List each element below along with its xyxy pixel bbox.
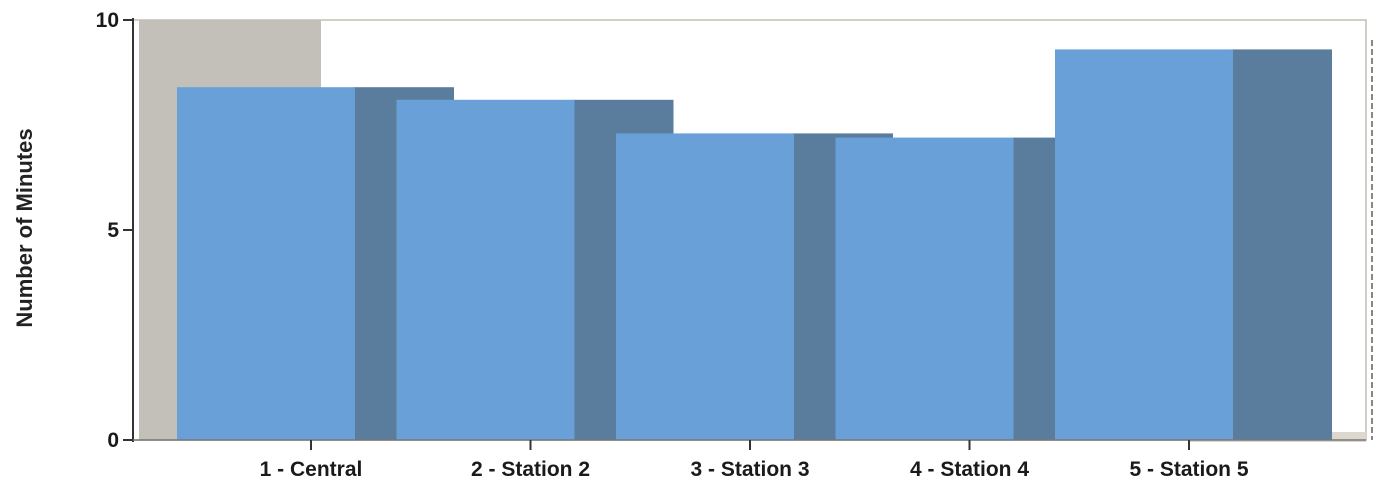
x-tick-labels: 1 - Central 2 - Station 2 3 - Station 3 4 -… — [260, 440, 1249, 481]
bar-side-5 — [1231, 49, 1332, 441]
x-tick-label: 4 - Station 4 — [910, 458, 1029, 481]
bar-1 — [177, 87, 355, 440]
x-tick-label: 3 - Station 3 — [690, 458, 809, 481]
y-axis-title: Number of Minutes — [12, 128, 37, 327]
x-tick-label: 2 - Station 2 — [471, 458, 590, 481]
bars-group — [177, 49, 1332, 441]
x-tick-label: 5 - Station 5 — [1129, 458, 1248, 481]
bar-4 — [835, 137, 1014, 440]
y-tick-label: 10 — [96, 9, 119, 32]
bar-2 — [396, 99, 575, 441]
y-tick-labels: 0 5 10 — [96, 9, 133, 452]
bar-5 — [1055, 49, 1233, 441]
y-tick-label: 0 — [107, 429, 119, 452]
bar-3 — [616, 133, 794, 440]
y-tick-label: 5 — [107, 219, 119, 242]
x-tick-label: 1 - Central — [260, 458, 363, 481]
